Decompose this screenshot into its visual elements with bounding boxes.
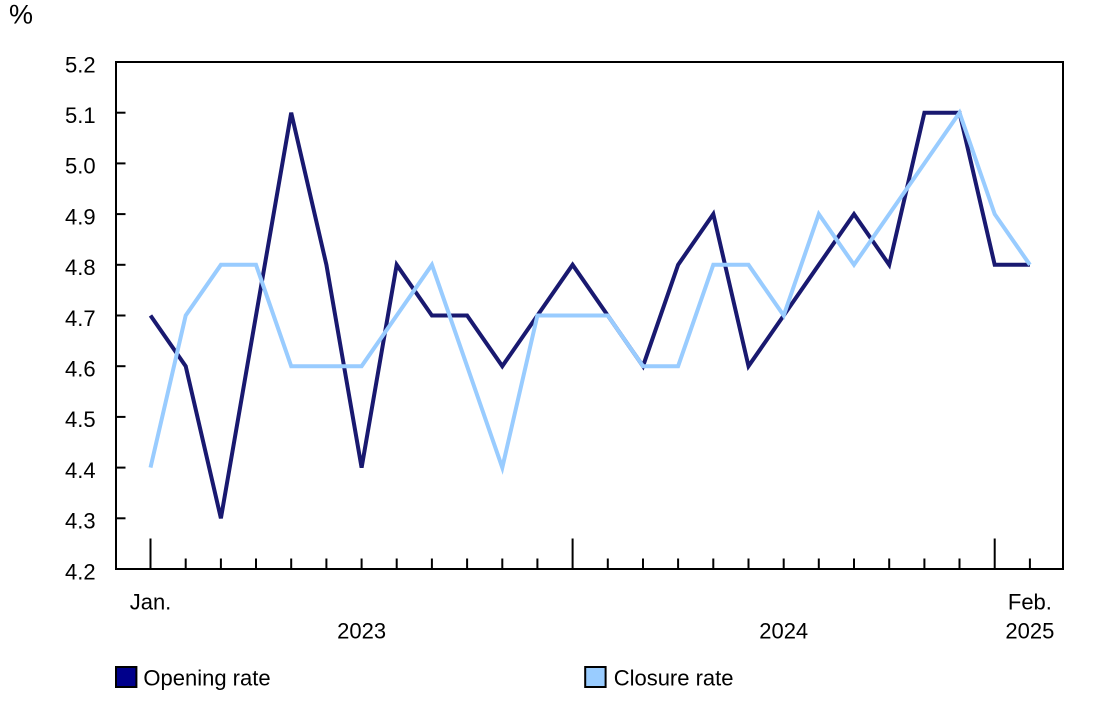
svg-text:Feb.: Feb. bbox=[1008, 590, 1052, 615]
svg-text:4.3: 4.3 bbox=[65, 509, 96, 534]
svg-text:4.2: 4.2 bbox=[65, 559, 96, 584]
svg-text:%: % bbox=[9, 0, 33, 30]
svg-text:2024: 2024 bbox=[759, 618, 808, 643]
svg-text:Closure rate: Closure rate bbox=[614, 666, 734, 691]
svg-text:2023: 2023 bbox=[337, 618, 386, 643]
svg-text:5.1: 5.1 bbox=[65, 103, 96, 128]
svg-text:4.8: 4.8 bbox=[65, 255, 96, 280]
svg-text:5.2: 5.2 bbox=[65, 52, 96, 77]
svg-text:Opening rate: Opening rate bbox=[143, 666, 270, 691]
svg-text:2025: 2025 bbox=[1005, 618, 1054, 643]
svg-text:4.4: 4.4 bbox=[65, 458, 96, 483]
svg-text:Jan.: Jan. bbox=[130, 590, 172, 615]
svg-text:4.5: 4.5 bbox=[65, 407, 96, 432]
svg-text:5.0: 5.0 bbox=[65, 154, 96, 179]
svg-text:4.6: 4.6 bbox=[65, 357, 96, 382]
svg-text:4.7: 4.7 bbox=[65, 306, 96, 331]
svg-text:4.9: 4.9 bbox=[65, 204, 96, 229]
